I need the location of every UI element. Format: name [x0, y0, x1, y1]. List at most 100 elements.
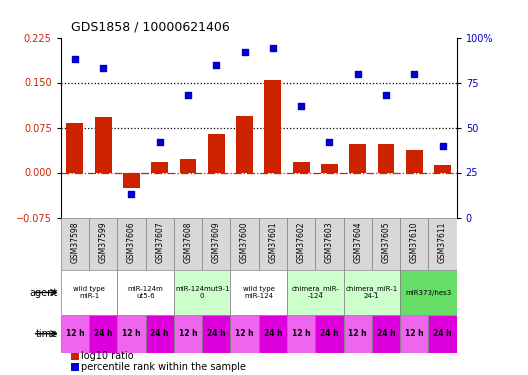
- Text: GSM37608: GSM37608: [184, 222, 193, 263]
- Bar: [146, 315, 174, 352]
- Text: agent: agent: [30, 288, 58, 297]
- Point: [155, 139, 164, 145]
- Bar: [180, 159, 196, 172]
- Bar: [174, 217, 202, 270]
- Text: GSM37607: GSM37607: [155, 222, 164, 263]
- Bar: [146, 217, 174, 270]
- Text: log10 ratio: log10 ratio: [81, 351, 134, 361]
- Text: GSM37606: GSM37606: [127, 222, 136, 263]
- Bar: [202, 315, 230, 352]
- Bar: [89, 315, 117, 352]
- Text: 12 h: 12 h: [65, 329, 84, 338]
- Bar: [344, 217, 372, 270]
- Point: [269, 45, 277, 51]
- Bar: [428, 217, 457, 270]
- Text: chimera_miR-1
24-1: chimera_miR-1 24-1: [346, 286, 398, 299]
- Bar: [61, 270, 117, 315]
- Point: [325, 139, 334, 145]
- Bar: [174, 270, 230, 315]
- Text: 12 h: 12 h: [235, 329, 254, 338]
- Bar: [315, 217, 344, 270]
- Text: GDS1858 / 10000621406: GDS1858 / 10000621406: [71, 21, 230, 34]
- Text: wild type
miR-1: wild type miR-1: [73, 286, 105, 299]
- Point: [212, 62, 221, 68]
- Point: [297, 103, 305, 109]
- Bar: [236, 116, 253, 172]
- Text: GSM37599: GSM37599: [99, 222, 108, 263]
- Point: [410, 70, 419, 76]
- Text: miR-124m
ut5-6: miR-124m ut5-6: [128, 286, 164, 299]
- Text: 12 h: 12 h: [178, 329, 197, 338]
- Text: miR-124mut9-1
0: miR-124mut9-1 0: [175, 286, 229, 299]
- Bar: [95, 117, 111, 172]
- Point: [240, 49, 249, 55]
- Text: GSM37598: GSM37598: [70, 222, 79, 263]
- Point: [353, 70, 362, 76]
- Bar: [117, 315, 146, 352]
- Bar: [230, 217, 259, 270]
- Point: [184, 92, 192, 98]
- Text: 24 h: 24 h: [263, 329, 282, 338]
- Bar: [89, 217, 117, 270]
- Bar: [174, 315, 202, 352]
- Bar: [400, 270, 457, 315]
- Bar: [287, 315, 315, 352]
- Bar: [151, 162, 168, 172]
- Text: 24 h: 24 h: [320, 329, 339, 338]
- Text: wild type
miR-124: wild type miR-124: [243, 286, 275, 299]
- Bar: [67, 123, 83, 172]
- Text: GSM37600: GSM37600: [240, 222, 249, 263]
- Bar: [287, 270, 344, 315]
- Point: [127, 191, 136, 197]
- Point: [438, 142, 447, 148]
- Bar: [344, 315, 372, 352]
- Text: 12 h: 12 h: [122, 329, 141, 338]
- Text: percentile rank within the sample: percentile rank within the sample: [81, 362, 246, 372]
- Text: 24 h: 24 h: [207, 329, 225, 338]
- Bar: [378, 144, 394, 172]
- Bar: [406, 150, 423, 172]
- Bar: [344, 270, 400, 315]
- Text: 12 h: 12 h: [292, 329, 310, 338]
- Text: 24 h: 24 h: [150, 329, 169, 338]
- Bar: [61, 217, 89, 270]
- Text: 12 h: 12 h: [348, 329, 367, 338]
- Bar: [287, 217, 315, 270]
- Bar: [230, 270, 287, 315]
- Bar: [61, 315, 89, 352]
- Text: GSM37605: GSM37605: [382, 222, 391, 263]
- Text: GSM37602: GSM37602: [297, 222, 306, 263]
- Text: time: time: [36, 329, 58, 339]
- Text: 24 h: 24 h: [376, 329, 395, 338]
- Point: [99, 65, 107, 71]
- Bar: [315, 315, 344, 352]
- Text: chimera_miR-
-124: chimera_miR- -124: [291, 286, 339, 299]
- Text: GSM37610: GSM37610: [410, 222, 419, 263]
- Bar: [428, 315, 457, 352]
- Bar: [117, 270, 174, 315]
- Point: [71, 56, 79, 62]
- Bar: [349, 144, 366, 172]
- Text: GSM37611: GSM37611: [438, 222, 447, 263]
- Bar: [321, 164, 338, 172]
- Text: GSM37604: GSM37604: [353, 222, 362, 263]
- Bar: [230, 315, 259, 352]
- Bar: [265, 80, 281, 172]
- Bar: [117, 217, 146, 270]
- Text: 12 h: 12 h: [405, 329, 423, 338]
- Bar: [372, 217, 400, 270]
- Text: GSM37601: GSM37601: [268, 222, 277, 263]
- Bar: [259, 217, 287, 270]
- Bar: [123, 172, 140, 188]
- Bar: [259, 315, 287, 352]
- Point: [382, 92, 390, 98]
- Text: miR373/hes3: miR373/hes3: [406, 290, 451, 296]
- Bar: [208, 134, 225, 172]
- Bar: [372, 315, 400, 352]
- Text: 24 h: 24 h: [433, 329, 452, 338]
- Bar: [434, 165, 451, 172]
- Bar: [400, 217, 428, 270]
- Bar: [293, 162, 309, 172]
- Text: GSM37609: GSM37609: [212, 222, 221, 263]
- Bar: [400, 315, 428, 352]
